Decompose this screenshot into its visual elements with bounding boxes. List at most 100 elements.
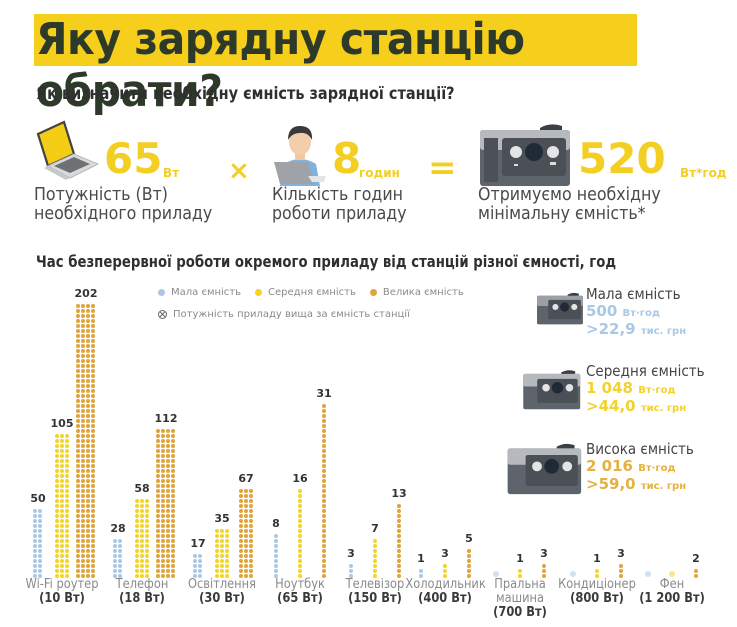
exceeds-capacity-dot — [570, 571, 576, 577]
legend-label: Велика ємність — [382, 286, 464, 298]
chart-bar — [156, 429, 175, 578]
category-label: Кондиціонер (800 Вт) — [558, 577, 636, 606]
power-station-icon — [478, 120, 576, 188]
legend-label: Середня ємність — [268, 286, 356, 298]
bar-value-label: 17 — [190, 537, 206, 550]
category-label: Телефон (18 Вт) — [115, 577, 169, 606]
category-label: Телевізор (150 Вт) — [345, 577, 405, 606]
chart-bar — [113, 539, 122, 578]
title-band — [34, 14, 637, 66]
station-name-medium: Середня ємність — [586, 362, 705, 380]
category-label: Холодильник (400 Вт) — [405, 577, 486, 606]
price-value: >59,0 — [586, 475, 636, 493]
station-price-small: >22,9 тис. грн — [586, 320, 686, 338]
bar-value-label: 3 — [617, 547, 625, 560]
station-name-large: Висока ємність — [586, 440, 694, 458]
result-value: 520 — [578, 134, 666, 183]
chart-bar — [442, 564, 447, 578]
bar-value-label: 2 — [692, 552, 700, 565]
chart-bar — [297, 489, 302, 578]
bar-value-label: 67 — [238, 472, 254, 485]
price-value: >44,0 — [586, 397, 636, 415]
category-label: Wi-Fi роутер (10 Вт) — [25, 577, 99, 606]
chart-legend: Мала ємність Середня ємність Велика ємні… — [158, 285, 464, 320]
exceeds-capacity-dot — [493, 571, 499, 577]
category-label: Освітлення (30 Вт) — [187, 577, 257, 606]
bar-value-label: 8 — [272, 517, 280, 530]
chart-bar — [273, 534, 278, 578]
legend-item-small: Мала ємність — [158, 287, 241, 298]
station-capacity-large: 2 016 Вт·год — [586, 457, 676, 475]
chart-bar — [693, 569, 698, 578]
result-unit: Вт*год — [680, 166, 727, 180]
chart-bar — [193, 554, 202, 578]
legend-dot-small-icon — [158, 288, 165, 296]
exceeds-capacity-dot — [645, 571, 651, 577]
hours-label-2: роботи приладу — [272, 203, 407, 224]
chart-bar — [54, 434, 69, 578]
chart-bar — [594, 569, 599, 578]
power-value: 65 — [104, 134, 163, 183]
bar-value-label: 28 — [110, 522, 126, 535]
legend-label: Мала ємність — [171, 286, 242, 298]
result-label-1: Отримуємо необхідну — [478, 184, 661, 205]
category-label: Ноутбук (65 Вт) — [275, 577, 325, 606]
bar-value-label: 7 — [371, 522, 379, 535]
bar-value-label: 1 — [516, 552, 524, 565]
bar-value-label: 16 — [292, 472, 308, 485]
chart-bar — [214, 529, 229, 578]
station-price-medium: >44,0 тис. грн — [586, 397, 686, 415]
hours-unit: годин — [359, 166, 400, 180]
legend-note: Потужність приладу вища за ємність станц… — [158, 309, 464, 320]
price-value: >22,9 — [586, 320, 636, 338]
category-label: Фен (1 200 Вт) — [639, 577, 705, 606]
bar-value-label: 3 — [441, 547, 449, 560]
chart-bar — [372, 539, 377, 578]
chart-bar — [517, 569, 522, 578]
chart-bar — [321, 404, 326, 578]
exceeds-capacity-dot — [669, 571, 675, 577]
bar-value-label: 5 — [465, 532, 473, 545]
capacity-unit: Вт·год — [638, 385, 676, 396]
station-capacity-medium: 1 048 Вт·год — [586, 379, 676, 397]
capacity-value: 2 016 — [586, 457, 633, 475]
bar-value-label: 202 — [74, 287, 98, 300]
result-label-2: мінімальну ємність* — [478, 203, 646, 224]
bar-value-label: 13 — [391, 487, 407, 500]
bar-value-label: 3 — [347, 547, 355, 560]
chart-title: Час безперервної роботи окремого приладу… — [36, 252, 617, 271]
bar-value-label: 105 — [50, 417, 74, 430]
power-label-2: необхідного приладу — [34, 203, 213, 224]
chart-bar — [396, 504, 401, 578]
bar-value-label: 31 — [316, 387, 332, 400]
legend-dot-large-icon — [369, 288, 377, 296]
price-unit: тис. грн — [640, 326, 687, 337]
small-station-icon — [536, 290, 586, 326]
capacity-value: 500 — [586, 302, 618, 320]
bar-value-label: 35 — [214, 512, 230, 525]
legend-item-large: Велика ємність — [369, 286, 464, 298]
bar-value-label: 58 — [134, 482, 150, 495]
medium-station-icon — [522, 367, 584, 411]
hours-label-1: Кількість годин — [272, 184, 404, 205]
category-label: Пральна машина (700 Вт) — [493, 577, 547, 620]
legend-dot-medium-icon — [255, 288, 263, 296]
legend-note-text: Потужність приладу вища за ємність станц… — [173, 309, 410, 320]
price-unit: тис. грн — [640, 481, 687, 492]
chart-bar — [618, 564, 623, 578]
laptop-icon — [30, 120, 102, 182]
capacity-value: 1 048 — [586, 379, 633, 397]
chart-bar — [33, 509, 42, 578]
chart-bar — [238, 489, 253, 578]
station-capacity-small: 500 Вт·год — [586, 302, 660, 320]
capacity-unit: Вт·год — [638, 463, 676, 474]
bar-value-label: 1 — [417, 552, 425, 565]
bar-value-label: 112 — [154, 412, 178, 425]
chart-bar — [76, 304, 95, 578]
large-station-icon — [506, 440, 586, 496]
chart-bar — [541, 564, 546, 578]
hours-value: 8 — [332, 134, 362, 183]
bar-value-label: 50 — [30, 492, 46, 505]
equals-operator: = — [428, 148, 457, 188]
person-laptop-icon — [270, 120, 330, 186]
